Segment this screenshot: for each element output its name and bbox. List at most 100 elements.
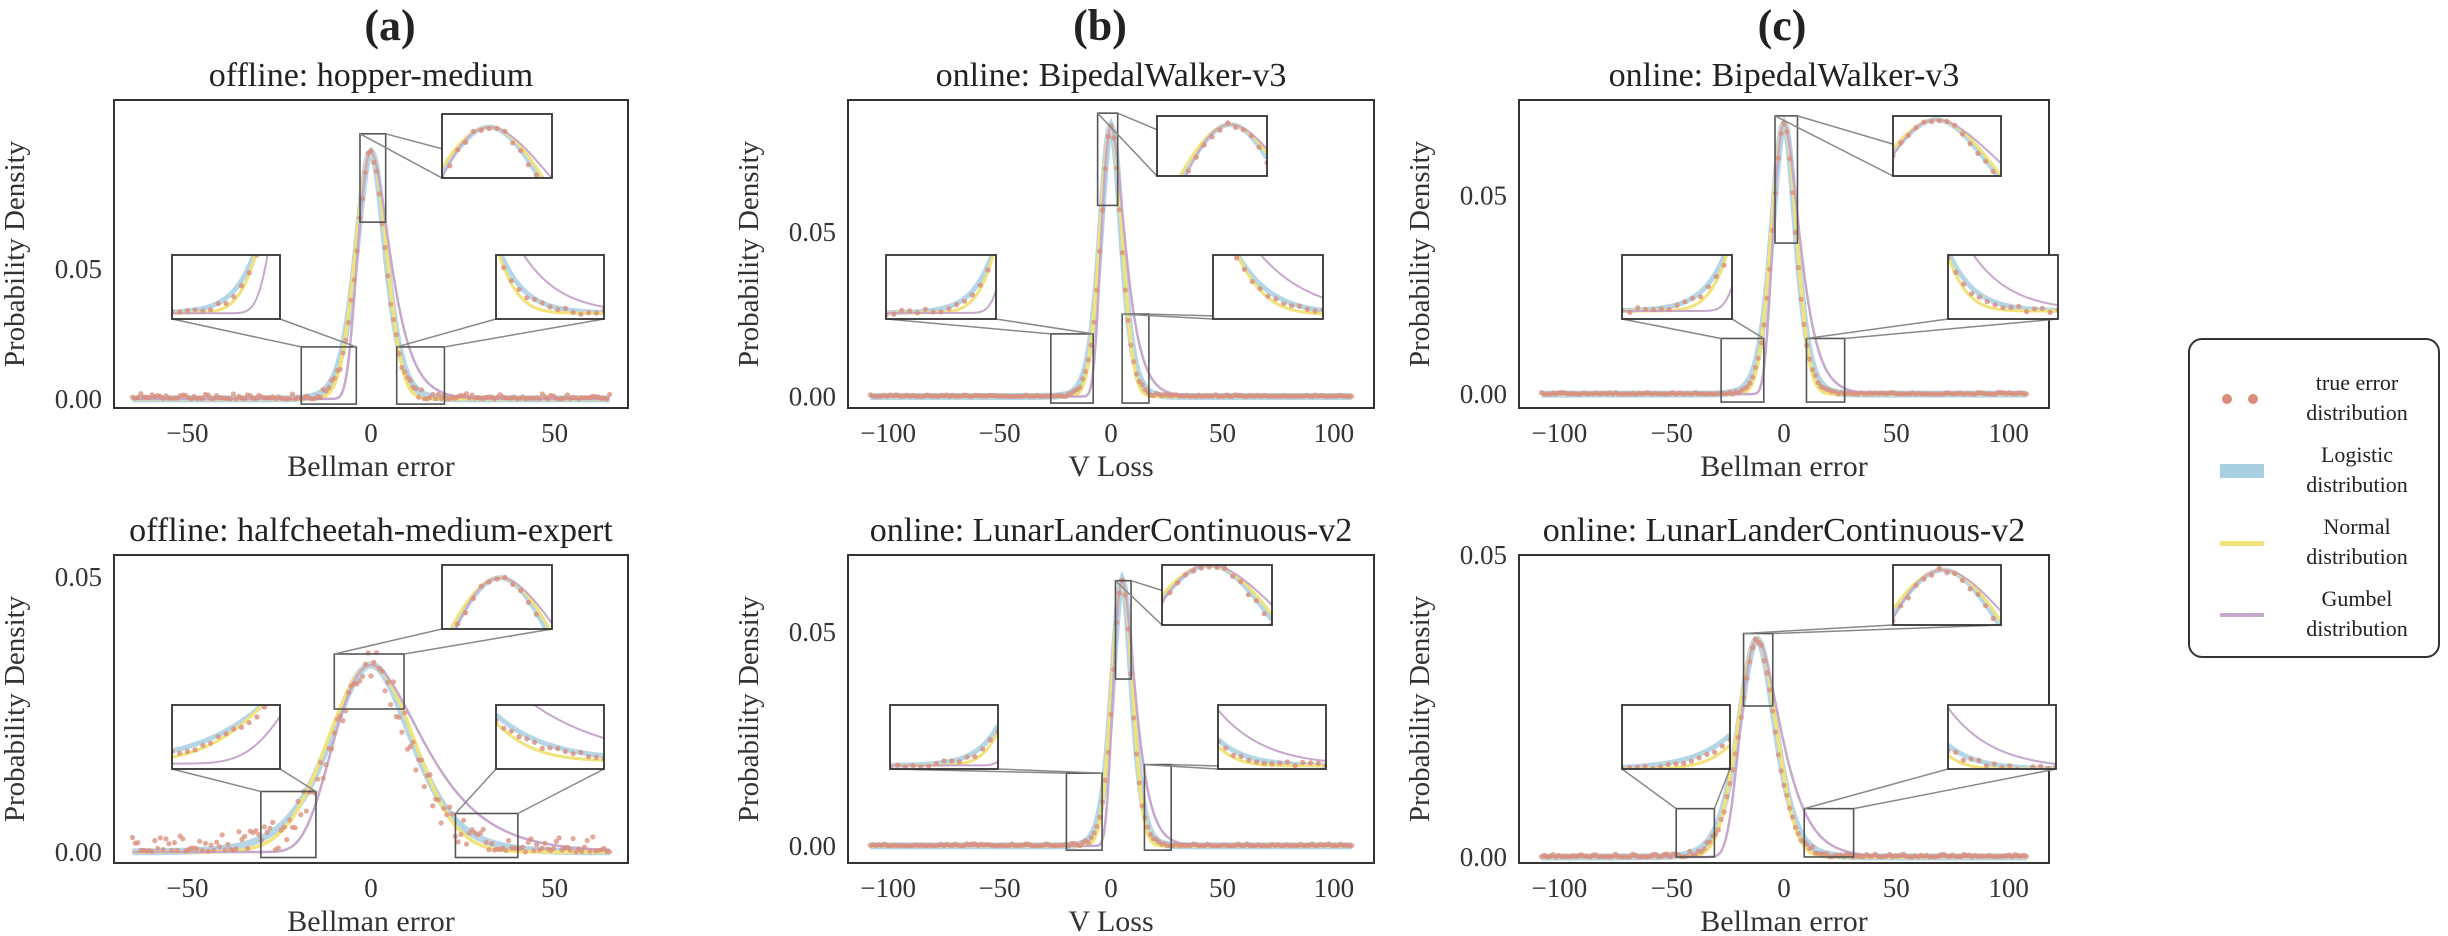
true-error-point [225, 841, 231, 847]
inset-normal-curve [496, 721, 604, 762]
legend-swatch-dots [2222, 394, 2258, 404]
true-error-point [357, 678, 363, 684]
zoom-region-right [395, 346, 446, 405]
zoom-connector [396, 318, 497, 348]
zoom-connector [1806, 318, 1949, 340]
inset-true-error-point [1704, 751, 1710, 758]
true-error-point [1116, 590, 1123, 596]
inset-logistic-curve [1234, 255, 1323, 313]
true-error-point [402, 369, 408, 375]
true-error-point [345, 690, 352, 696]
true-error-point [211, 847, 217, 853]
true-error-point [1790, 190, 1796, 196]
inset-true-error-point [1975, 150, 1981, 156]
inset-true-error-point [1992, 302, 1998, 308]
inset-true-error-point [1929, 119, 1935, 125]
true-error-point [1111, 135, 1117, 141]
inset-true-error-point [2030, 764, 2036, 769]
inset-true-error-point [270, 696, 275, 701]
true-error-point [396, 351, 402, 357]
inset-true-error-point [518, 587, 524, 594]
inset-true-error-point [926, 763, 932, 769]
inset-true-error-point [177, 309, 183, 315]
zoom-connector [1122, 313, 1214, 320]
inset-true-error-point [1254, 759, 1260, 765]
true-error-point [275, 845, 281, 851]
panel-4: offline: halfcheetah-medium-expert Bellma… [0, 512, 629, 936]
inset-true-error-point [1178, 183, 1183, 188]
column-label-a: (a) [364, 1, 416, 50]
true-error-point [163, 836, 169, 842]
true-error-point [295, 798, 301, 805]
true-error-point [1758, 340, 1764, 346]
inset-true-error-point [463, 139, 469, 145]
inset-true-error-point [2031, 306, 2037, 312]
x-tick-label: 0 [1104, 873, 1118, 903]
inset-true-error-point [570, 309, 576, 315]
plot-area [1538, 116, 2030, 398]
inset-true-error-point [1729, 241, 1734, 246]
true-error-point [180, 836, 186, 842]
inset-true-error-point [215, 301, 221, 307]
true-error-point [242, 396, 248, 402]
inset-true-error-dots [1893, 118, 1996, 175]
true-error-point [534, 842, 540, 848]
inset-true-error-point [447, 638, 452, 643]
true-error-point [1809, 844, 1816, 850]
inset-true-error-point [1249, 278, 1255, 285]
inset-true-error-point [1990, 168, 1996, 175]
true-error-point [1122, 287, 1128, 293]
inset-true-error-point [547, 304, 553, 310]
true-error-point [435, 391, 441, 397]
inset-true-error-point [914, 310, 921, 316]
true-error-point [287, 817, 293, 823]
true-error-point [1790, 814, 1796, 820]
inset-true-error-point [1225, 120, 1231, 126]
true-error-point [399, 729, 405, 735]
inset-true-error-dots [496, 717, 604, 762]
true-error-point [1133, 371, 1140, 377]
y-tick-label: 0.05 [789, 617, 836, 647]
inset-plot-left [172, 255, 269, 315]
zoom-region-up [359, 132, 387, 223]
true-error-point [337, 366, 343, 372]
true-error-point [214, 839, 220, 845]
inset-frame [889, 704, 999, 770]
true-error-point [1099, 207, 1106, 213]
inset-true-error-point [1277, 760, 1283, 766]
inset-normal-curve [497, 255, 604, 315]
inset-true-error-point [1257, 286, 1263, 292]
column-label-c: (c) [1757, 1, 1807, 50]
true-error-point [1784, 129, 1790, 135]
zoom-connector [1772, 624, 2002, 635]
inset-true-error-point [525, 162, 532, 168]
inset-true-error-point [1952, 570, 1958, 577]
x-tick-label: −100 [860, 873, 916, 903]
x-axis-label: Bellman error [1700, 450, 1867, 483]
inset-true-error-point [993, 248, 998, 253]
true-error-point [536, 395, 543, 402]
inset-frame [1892, 115, 2002, 177]
x-tick-label: 0 [1104, 418, 1118, 448]
inset-true-error-point [2024, 309, 2030, 315]
true-error-point [360, 673, 366, 680]
true-error-point [166, 841, 172, 847]
true-error-point [1125, 626, 1131, 632]
legend-label-logistic-1: Logistic [2320, 442, 2394, 467]
true-error-point [1764, 670, 1770, 676]
inset-true-error-point [1245, 592, 1251, 598]
panel-title: offline: halfcheetah-medium-expert [129, 512, 613, 549]
true-error-point [1718, 816, 1724, 823]
true-error-point [489, 841, 495, 847]
inset-true-error-point [470, 595, 476, 602]
inset-true-error-point [1201, 142, 1207, 148]
true-error-point [315, 776, 321, 782]
inset-true-error-point [578, 311, 584, 317]
inset-true-error-point [1713, 273, 1719, 280]
inset-true-error-point [1222, 565, 1228, 571]
inset-true-error-point [1284, 759, 1290, 765]
true-error-point [542, 840, 548, 846]
inset-true-error-point [1185, 168, 1191, 174]
true-error-point [1801, 321, 1807, 327]
inset-plot-left [1622, 241, 1734, 315]
